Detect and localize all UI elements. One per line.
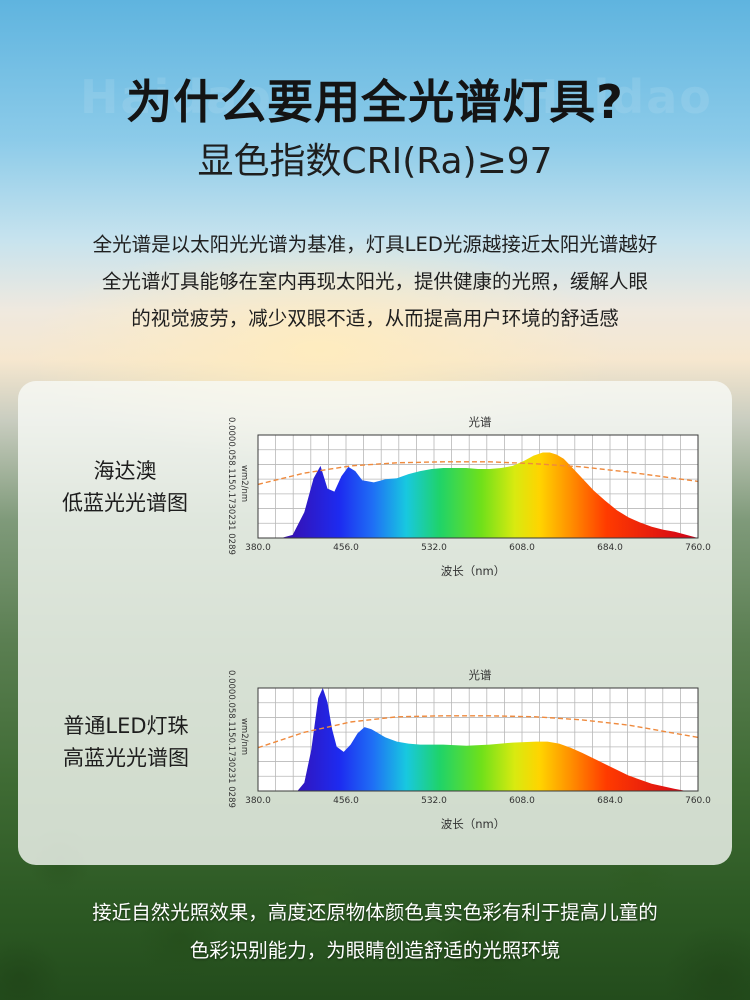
watermark-left: Haidao [80, 70, 273, 124]
spectrum-chart-2: 光谱 380.0 456.0 532.0 608.0 684.0 760.0 波长（nm） 0.… [226, 668, 711, 831]
y-axis-label: wm2/nm [239, 465, 249, 502]
footer-paragraph: 接近自然光照效果，高度还原物体颜色真实色彩有利于提高儿童的 色彩识别能力，为眼睛… [20, 894, 730, 970]
chart-1-label-line: 低蓝光光谱图 [62, 491, 188, 515]
intro-line: 全光谱灯具能够在室内再现太阳光，提供健康的光照，缓解人眼 [101, 270, 648, 293]
x-tick-label: 380.0 [245, 796, 271, 806]
x-tick-label: 608.0 [509, 543, 535, 553]
reference-curve [257, 715, 699, 749]
intro-paragraph: 全光谱是以太阳光光谱为基准，灯具LED光源越接近太阳光谱越好 全光谱灯具能够在室… [40, 226, 710, 337]
plot-frame [257, 687, 699, 792]
y-tick-labels: 0.0000.058.1150.1730231 0289 [226, 417, 236, 555]
chart-title: 光谱 [469, 668, 492, 682]
chart-2-label-line: 普通LED灯珠 [63, 714, 189, 738]
x-axis-label: 波长（nm） [441, 817, 506, 831]
page-title: 为什么要用全光谱灯具? [126, 75, 624, 129]
x-tick-label: 608.0 [509, 796, 535, 806]
x-tick-label: 760.0 [685, 796, 711, 806]
x-tick-label: 684.0 [597, 796, 623, 806]
spectrum-chart-1: 光谱 380.0 456.0 532.0 608.0 684.0 760.0 波长（nm） 0.… [226, 415, 711, 578]
x-tick-label: 684.0 [597, 543, 623, 553]
x-tick-label: 532.0 [421, 796, 447, 806]
page-subtitle: 显色指数CRI(Ra)≥97 [197, 141, 553, 182]
y-tick-labels: 0.0000.058.1150.1730231 0289 [226, 670, 236, 808]
spectrum-area [297, 688, 687, 791]
chart-2-label-line: 高蓝光光谱图 [63, 746, 189, 770]
x-tick-label: 760.0 [685, 543, 711, 553]
spectrum-area [281, 452, 698, 538]
intro-line: 全光谱是以太阳光光谱为基准，灯具LED光源越接近太阳光谱越好 [92, 233, 658, 256]
x-tick-label: 456.0 [333, 543, 359, 553]
chart-1-label: 海达澳 低蓝光光谱图 [40, 455, 210, 519]
chart-2-label: 普通LED灯珠 高蓝光光谱图 [36, 710, 216, 774]
intro-line: 的视觉疲劳，减少双眼不适，从而提高用户环境的舒适感 [131, 307, 619, 330]
plot-frame [257, 434, 699, 539]
chart-1-label-line: 海达澳 [93, 459, 157, 483]
y-axis-label: wm2/nm [239, 718, 249, 755]
reference-curve [257, 461, 699, 486]
chart-title: 光谱 [469, 415, 492, 429]
footer-line: 色彩识别能力，为眼睛创造舒适的光照环境 [189, 939, 561, 962]
footer-line: 接近自然光照效果，高度还原物体颜色真实色彩有利于提高儿童的 [92, 901, 658, 924]
x-tick-label: 456.0 [333, 796, 359, 806]
x-tick-label: 380.0 [245, 543, 271, 553]
x-axis-label: 波长（nm） [441, 564, 506, 578]
watermark-right: Haidao [520, 70, 713, 124]
x-tick-label: 532.0 [421, 543, 447, 553]
